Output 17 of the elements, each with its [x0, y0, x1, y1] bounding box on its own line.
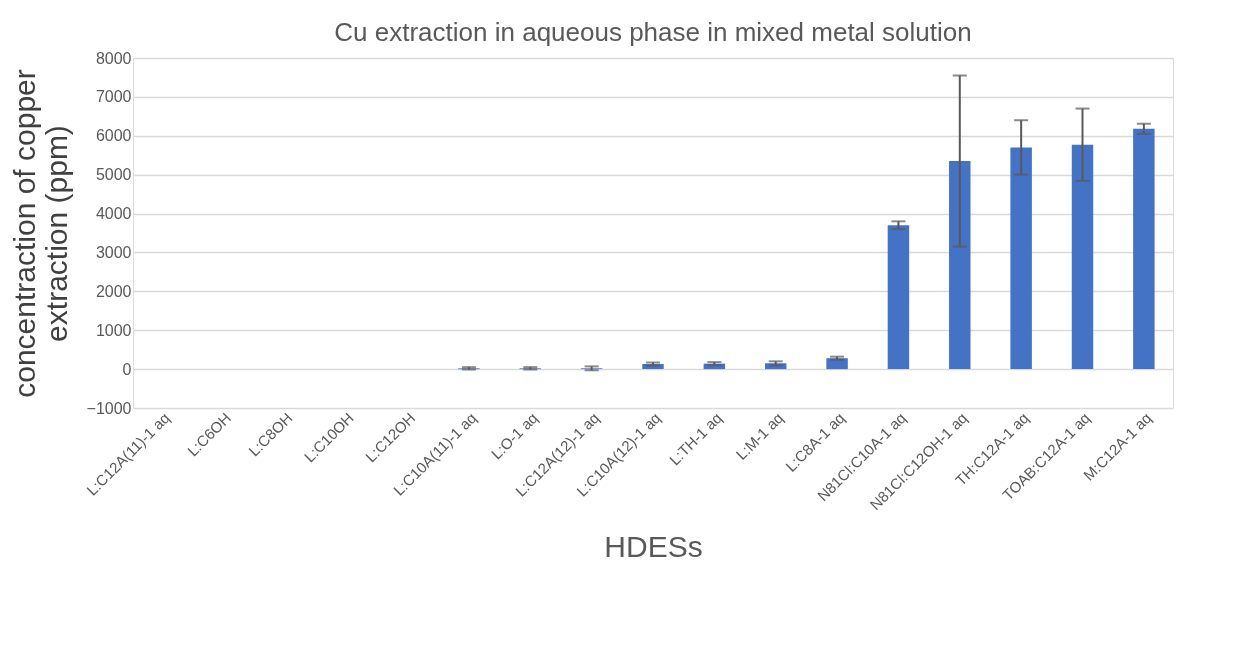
y-tick-label: −1000	[86, 399, 132, 417]
bar	[949, 161, 971, 370]
bar	[1010, 147, 1032, 370]
y-tick-label: 8000	[95, 49, 132, 67]
y-tick-label: 0	[122, 360, 132, 378]
y-tick-label: 3000	[95, 243, 132, 261]
y-axis-title: concentraction of copper extraction (ppm)	[7, 69, 73, 398]
bar	[1071, 144, 1094, 370]
x-axis-title: HDESs	[604, 530, 703, 564]
y-tick-label: 5000	[95, 166, 132, 184]
y-tick-label: 6000	[95, 127, 132, 145]
y-tick-label: 7000	[95, 88, 132, 106]
y-tick-label: 4000	[95, 205, 132, 223]
y-tick-label: 2000	[95, 282, 132, 300]
y-tick-label: 1000	[95, 321, 132, 339]
bar	[1133, 128, 1155, 370]
chart-title: Cu extraction in aqueous phase in mixed metal solution	[334, 17, 972, 47]
